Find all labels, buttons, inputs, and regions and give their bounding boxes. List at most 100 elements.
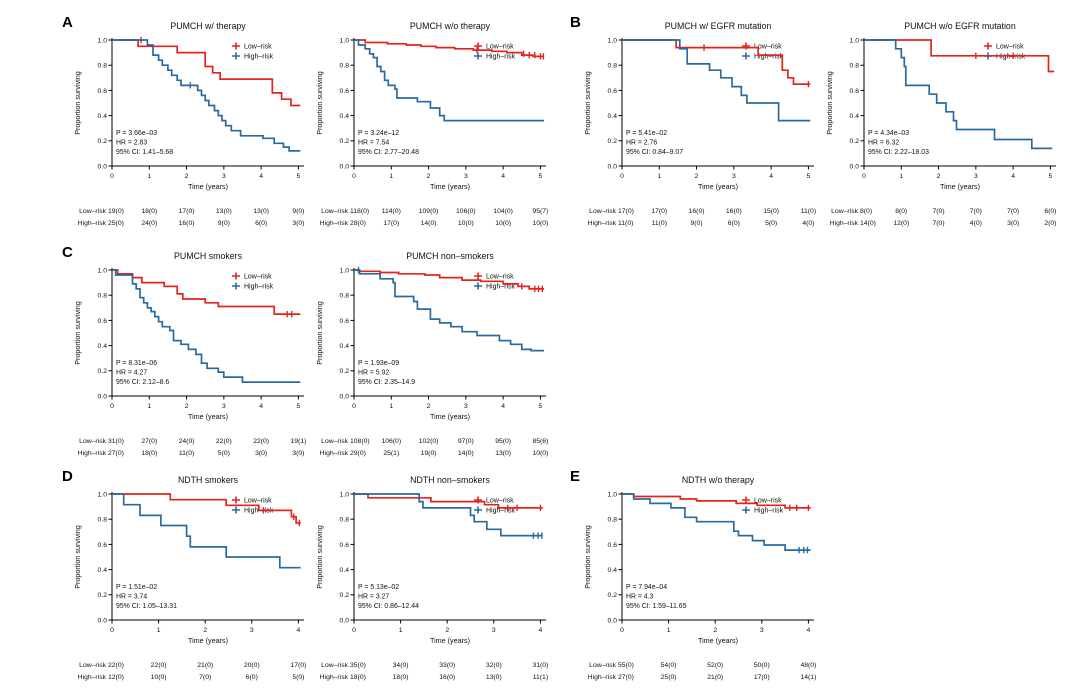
stat-line: P = 5.13e–02 — [358, 584, 399, 591]
x-tick-label: 4 — [501, 403, 505, 410]
stat-line: HR = 7.54 — [358, 140, 389, 147]
x-tick-label: 0 — [620, 627, 624, 634]
risk-count: 29(0) — [350, 450, 366, 457]
risk-count: 50(0) — [754, 662, 770, 669]
chart-title: NDTH non–smokers — [410, 475, 490, 485]
risk-row-label: Low–risk — [79, 662, 106, 669]
risk-count: 118(0) — [350, 208, 369, 215]
legend-label: Low–risk — [996, 43, 1024, 50]
x-tick-label: 2 — [427, 403, 431, 410]
legend-label: Low–risk — [486, 497, 514, 504]
panel-label-d: D — [62, 468, 73, 485]
y-tick-label: 1.0 — [850, 37, 860, 44]
risk-count: 10(0) — [151, 674, 167, 681]
y-tick-label: 0.0 — [608, 617, 618, 624]
legend-plus-icon — [474, 272, 482, 280]
legend-label: High–risk — [996, 53, 1026, 60]
x-axis-label: Time (years) — [188, 636, 228, 645]
risk-count: 35(0) — [350, 662, 366, 669]
risk-count: 7(0) — [933, 220, 945, 227]
risk-count: 3(0) — [255, 450, 267, 457]
x-tick-label: 2 — [445, 627, 449, 634]
stat-line: HR = 4.27 — [116, 370, 147, 377]
x-tick-label: 3 — [974, 173, 978, 180]
y-tick-label: 0.4 — [850, 113, 860, 120]
legend-label: High–risk — [486, 507, 516, 514]
legend-plus-icon — [232, 282, 240, 290]
risk-count: 2(0) — [1044, 220, 1056, 227]
y-tick-label: 0.2 — [850, 138, 860, 145]
x-tick-label: 5 — [539, 173, 543, 180]
y-tick-label: 0.2 — [98, 138, 108, 145]
risk-row-label: High–risk — [78, 450, 107, 457]
legend-plus-icon — [742, 496, 750, 504]
y-tick-label: 0.0 — [98, 163, 108, 170]
x-tick-label: 4 — [769, 173, 773, 180]
risk-count: 7(0) — [933, 208, 945, 215]
y-tick-label: 0.0 — [340, 163, 350, 170]
risk-count: 16(0) — [726, 208, 742, 215]
risk-count: 18(0) — [141, 208, 157, 215]
y-tick-label: 0.8 — [608, 517, 618, 524]
km-chart: NDTH smokers 0.0 0.2 0.4 0.6 0.8 1.0 0 1 2 3 4 Time … — [73, 475, 306, 681]
stat-line: P = 8.31e–06 — [116, 360, 157, 367]
y-tick-label: 0.4 — [608, 567, 618, 574]
stat-line: P = 3.24e–12 — [358, 130, 399, 137]
panel-label-a: A — [62, 14, 73, 31]
risk-count: 25(0) — [108, 220, 124, 227]
risk-count: 12(0) — [893, 220, 909, 227]
risk-row-label: Low–risk — [831, 208, 858, 215]
legend-plus-icon — [742, 42, 750, 50]
risk-count: 27(0) — [618, 674, 634, 681]
low-risk-curve — [864, 39, 1055, 73]
risk-count: 7(0) — [970, 208, 982, 215]
km-chart: NDTH w/o therapy 0.0 0.2 0.4 0.6 0.8 1.0 0 1 2 3 4 T… — [583, 475, 816, 681]
y-tick-label: 0.2 — [340, 138, 350, 145]
risk-count: 7(0) — [199, 674, 211, 681]
risk-row-label: High–risk — [78, 220, 107, 227]
x-tick-label: 1 — [389, 173, 393, 180]
risk-count: 11(1) — [533, 674, 548, 681]
x-tick-label: 1 — [399, 627, 403, 634]
risk-count: 19(0) — [108, 208, 124, 215]
risk-count: 22(0) — [151, 662, 167, 669]
x-tick-label: 4 — [259, 173, 263, 180]
risk-row-label: Low–risk — [321, 662, 348, 669]
y-tick-label: 0.6 — [340, 542, 350, 549]
risk-count: 6(0) — [728, 220, 740, 227]
y-axis-label: Proportion surviving — [583, 525, 592, 589]
x-axis-label: Time (years) — [940, 182, 980, 191]
risk-count: 13(0) — [495, 450, 511, 457]
risk-row-label: High–risk — [78, 674, 107, 681]
legend-label: High–risk — [486, 53, 516, 60]
chart-title: PUMCH w/o therapy — [410, 21, 491, 31]
stat-line: P = 5.41e–02 — [626, 130, 667, 137]
risk-count: 6(0) — [1044, 208, 1056, 215]
km-chart: PUMCH smokers 0.0 0.2 0.4 0.6 0.8 1.0 0 1 2 3 4 5 Tim… — [73, 251, 306, 457]
x-tick-label: 0 — [862, 173, 866, 180]
y-axis-label: Proportion surviving — [73, 301, 82, 365]
legend-plus-icon — [232, 42, 240, 50]
y-tick-label: 0.6 — [98, 318, 108, 325]
stat-line: 95% CI: 1.59–11.65 — [626, 603, 687, 610]
y-tick-label: 0.2 — [608, 592, 618, 599]
stat-line: HR = 6.32 — [868, 140, 899, 147]
high-risk-curve — [112, 39, 301, 152]
risk-count: 85(6) — [532, 438, 548, 445]
x-tick-label: 5 — [539, 403, 543, 410]
km-chart: PUMCH w/o therapy 0.0 0.2 0.4 0.6 0.8 1.0 0 1 2 3 4… — [315, 21, 548, 227]
x-tick-label: 5 — [1049, 173, 1053, 180]
risk-count: 32(0) — [486, 662, 502, 669]
legend-label: Low–risk — [244, 273, 272, 280]
km-chart: PUMCH w/o EGFR mutation 0.0 0.2 0.4 0.6 0.8 1.… — [825, 21, 1056, 227]
risk-count: 31(0) — [108, 438, 124, 445]
risk-row-label: Low–risk — [589, 662, 616, 669]
risk-count: 11(0) — [801, 208, 816, 215]
chart-title: NDTH w/o therapy — [682, 475, 755, 485]
risk-count: 17(0) — [651, 208, 667, 215]
y-axis-label: Proportion surviving — [315, 301, 324, 365]
risk-count: 3(0) — [292, 450, 304, 457]
legend-plus-icon — [474, 42, 482, 50]
chart-slot-pumch-smokers: PUMCH smokers 0.0 0.2 0.4 0.6 0.8 1.0 0 1 2 3 4 5 Tim… — [70, 244, 312, 472]
legend-label: High–risk — [244, 283, 274, 290]
